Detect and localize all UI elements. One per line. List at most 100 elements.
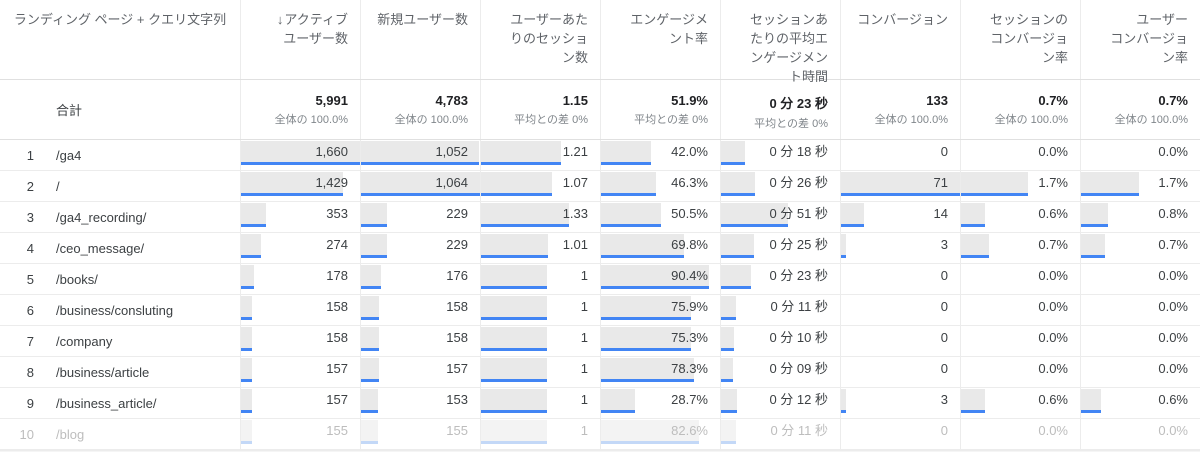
value-accent-bar xyxy=(481,441,548,444)
metric-value: 0 xyxy=(940,144,948,159)
metric-cell: 71 xyxy=(840,171,960,201)
table-row: 7/company 158 158 1 75.3% 0 分 10 秒 0 0.0% 0.0% xyxy=(0,326,1200,357)
column-header-metric-1[interactable]: ↓アクティブ ユーザー数 xyxy=(240,0,360,79)
column-header-metric-6[interactable]: コンバージョン xyxy=(840,0,960,79)
value-bar xyxy=(241,141,360,162)
value-bar xyxy=(721,265,752,286)
value-bar xyxy=(961,172,1029,193)
column-header-metric-2[interactable]: 新規ユーザー数 xyxy=(360,0,480,79)
page-path: /business/consluting xyxy=(56,302,174,318)
value-bar xyxy=(961,234,989,255)
metric-value: 0.6% xyxy=(1158,392,1188,407)
value-accent-bar xyxy=(721,255,755,258)
metric-cell: 14 xyxy=(840,202,960,232)
page-path: /company xyxy=(56,333,113,349)
totals-value: 133 xyxy=(926,93,948,108)
metric-value: 50.5% xyxy=(671,206,708,221)
value-accent-bar xyxy=(601,286,709,289)
metric-cell: 0 分 26 秒 xyxy=(720,171,840,201)
metric-cell: 0 xyxy=(840,295,960,325)
value-accent-bar xyxy=(841,224,865,227)
totals-metric-cell-6: 133 全体の 100.0% xyxy=(840,80,960,139)
metric-value: 0 xyxy=(940,423,948,438)
table-row: 4/ceo_message/274 229 1.01 69.8% 0 分 25 秒 3 0.… xyxy=(0,233,1200,264)
value-bar xyxy=(241,358,253,379)
value-bar xyxy=(1081,203,1109,224)
value-bar xyxy=(601,172,657,193)
value-accent-bar xyxy=(241,286,254,289)
value-accent-bar xyxy=(241,255,261,258)
value-bar xyxy=(241,389,253,410)
value-accent-bar xyxy=(241,410,253,413)
metric-cell: 1 xyxy=(480,326,600,356)
value-accent-bar xyxy=(361,255,387,258)
value-bar xyxy=(361,141,479,162)
value-bar xyxy=(721,327,735,348)
metric-value: 90.4% xyxy=(671,268,708,283)
value-accent-bar xyxy=(481,317,548,320)
row-index: 5 xyxy=(26,271,34,287)
value-accent-bar xyxy=(241,317,253,320)
metric-value: 78.3% xyxy=(671,361,708,376)
landing-page-cell: 6/business/consluting xyxy=(0,295,240,325)
metric-cell: 0 分 51 秒 xyxy=(720,202,840,232)
column-header-metric-8[interactable]: ユーザー コンバージョ ン率 xyxy=(1080,0,1200,79)
metric-cell: 42.0% xyxy=(600,140,720,170)
column-header-metric-3[interactable]: ユーザーあた りのセッショ ン数 xyxy=(480,0,600,79)
row-index: 8 xyxy=(26,364,34,380)
value-bar xyxy=(721,420,736,441)
value-bar xyxy=(601,358,695,379)
metric-value: 82.6% xyxy=(671,423,708,438)
column-header-metric-5[interactable]: セッションあ たりの平均エ ンゲージメン ト時間 xyxy=(720,0,840,84)
sort-descending-icon: ↓ xyxy=(276,12,284,27)
landing-page-cell: 1/ga4 xyxy=(0,140,240,170)
metric-value: 229 xyxy=(446,237,468,252)
totals-metric-cell-1: 5,991 全体の 100.0% xyxy=(240,80,360,139)
value-bar xyxy=(361,389,379,410)
metric-value: 0 xyxy=(940,299,948,314)
metric-value: 1.07 xyxy=(562,175,588,190)
value-accent-bar xyxy=(1081,224,1109,227)
metric-value: 0.0% xyxy=(1038,423,1068,438)
totals-metric-cell-5: 0 分 23 秒平均との差 0% xyxy=(720,80,840,139)
value-bar xyxy=(841,389,846,410)
landing-page-cell: 9/business_article/ xyxy=(0,388,240,418)
value-bar xyxy=(241,265,254,286)
metric-cell: 1,429 xyxy=(240,171,360,201)
column-header-metric-7[interactable]: セッションの コンバージョ ン率 xyxy=(960,0,1080,79)
totals-value: 1.15 xyxy=(562,93,588,108)
column-header-metric-4[interactable]: エンゲージメ ント率 xyxy=(600,0,720,79)
value-accent-bar xyxy=(361,379,379,382)
metric-value: 0 分 25 秒 xyxy=(769,237,828,252)
table-row: 2/1,429 1,064 1.07 46.3% 0 分 26 秒 71 1.7% 1.7% xyxy=(0,171,1200,202)
metric-value: 0.0% xyxy=(1038,299,1068,314)
totals-metric-cell-8: 0.7% 全体の 100.0% xyxy=(1080,80,1200,139)
metric-cell: 0.0% xyxy=(960,326,1080,356)
metric-value: 229 xyxy=(446,206,468,221)
totals-value: 0 分 23 秒 xyxy=(769,96,828,111)
column-header-landing-page[interactable]: ランディング ページ + クエリ文字列 xyxy=(0,0,240,79)
metric-cell: 0 xyxy=(840,326,960,356)
column-header-label: ↓アクティブ ユーザー数 xyxy=(276,12,348,46)
value-bar xyxy=(841,203,865,224)
metric-value: 0 分 09 秒 xyxy=(769,361,828,376)
metric-cell: 0 xyxy=(840,419,960,449)
totals-metric-cell-3: 1.15 平均との差 0% xyxy=(480,80,600,139)
metric-value: 353 xyxy=(326,206,348,221)
value-bar xyxy=(481,172,552,193)
page-path: / xyxy=(56,178,60,194)
totals-subtext: 平均との差 0% xyxy=(634,114,708,126)
value-accent-bar xyxy=(241,224,267,227)
metric-value: 157 xyxy=(326,361,348,376)
metric-value: 0.6% xyxy=(1038,392,1068,407)
metric-cell: 0 分 11 秒 xyxy=(720,419,840,449)
value-bar xyxy=(721,172,756,193)
value-bar xyxy=(601,234,685,255)
value-accent-bar xyxy=(721,410,737,413)
metric-cell: 1.7% xyxy=(960,171,1080,201)
row-index: 7 xyxy=(26,333,34,349)
metric-value: 0 分 11 秒 xyxy=(770,299,828,314)
metric-cell: 50.5% xyxy=(600,202,720,232)
value-bar xyxy=(241,172,344,193)
metric-cell: 75.3% xyxy=(600,326,720,356)
